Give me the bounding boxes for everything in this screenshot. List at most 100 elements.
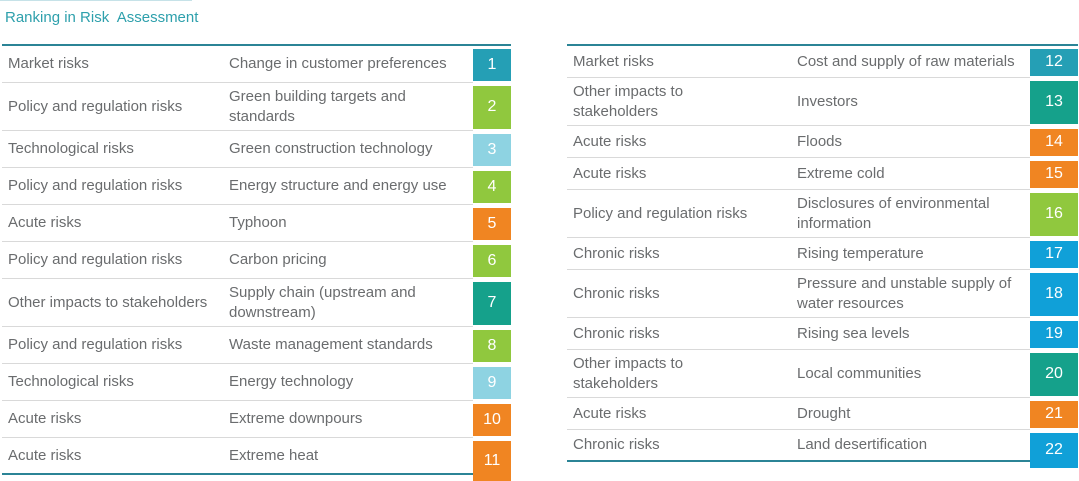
table-row: Chronic risks Land desertification 22 — [567, 430, 1078, 462]
rank-badge-cell: 5 — [473, 205, 511, 242]
table-row: Policy and regulation risks Waste manage… — [2, 327, 511, 364]
risk-category-cell: Acute risks — [2, 401, 227, 438]
rank-badge: 6 — [473, 245, 511, 277]
risk-name-cell: Typhoon — [227, 205, 473, 242]
risk-category-cell: Policy and regulation risks — [567, 190, 795, 238]
risk-name-cell: Investors — [795, 78, 1030, 126]
risk-name-cell: Land desertification — [795, 430, 1030, 462]
table-row: Chronic risks Pressure and unstable supp… — [567, 270, 1078, 318]
rank-badge: 12 — [1030, 49, 1078, 76]
risk-name-cell: Waste management standards — [227, 327, 473, 364]
rank-badge: 11 — [473, 441, 511, 481]
rank-badge: 7 — [473, 282, 511, 325]
risk-category-cell: Other impacts to stakeholders — [2, 279, 227, 327]
risk-name-cell: Drought — [795, 398, 1030, 430]
rank-badge: 4 — [473, 171, 511, 203]
table-row: Technological risks Green construction t… — [2, 131, 511, 168]
table-row: Other impacts to stakeholders Supply cha… — [2, 279, 511, 327]
risk-category-cell: Other impacts to stakeholders — [567, 78, 795, 126]
risk-name-cell: Cost and supply of raw materials — [795, 46, 1030, 78]
table-row: Market risks Change in customer preferen… — [2, 46, 511, 83]
table-row: Acute risks Extreme downpours 10 — [2, 401, 511, 438]
table-row: Acute risks Drought 21 — [567, 398, 1078, 430]
rank-badge: 18 — [1030, 273, 1078, 316]
rank-badge-cell: 6 — [473, 242, 511, 279]
risk-name-cell: Change in customer preferences — [227, 46, 473, 83]
rank-badge: 19 — [1030, 321, 1078, 348]
risk-name-cell: Energy technology — [227, 364, 473, 401]
risk-category-cell: Chronic risks — [567, 430, 795, 462]
rank-badge-cell: 16 — [1030, 190, 1078, 238]
risk-category-cell: Market risks — [567, 46, 795, 78]
rank-badge-cell: 8 — [473, 327, 511, 364]
risk-category-cell: Policy and regulation risks — [2, 168, 227, 205]
risk-name-cell: Disclosures of environmental information — [795, 190, 1030, 238]
rank-badge: 9 — [473, 367, 511, 399]
rank-badge-cell: 11 — [473, 438, 511, 475]
table-row: Acute risks Extreme cold 15 — [567, 158, 1078, 190]
risk-category-cell: Acute risks — [2, 438, 227, 475]
rank-badge: 20 — [1030, 353, 1078, 396]
risk-name-cell: Pressure and unstable supply of water re… — [795, 270, 1030, 318]
risk-category-cell: Acute risks — [2, 205, 227, 242]
risk-name-cell: Extreme heat — [227, 438, 473, 475]
risk-table-right: Market risks Cost and supply of raw mate… — [567, 44, 1078, 462]
rank-badge-cell: 10 — [473, 401, 511, 438]
rank-badge: 13 — [1030, 81, 1078, 124]
rank-badge: 21 — [1030, 401, 1078, 428]
table-row: Technological risks Energy technology 9 — [2, 364, 511, 401]
risk-category-cell: Technological risks — [2, 364, 227, 401]
risk-name-cell: Extreme downpours — [227, 401, 473, 438]
rank-badge-cell: 13 — [1030, 78, 1078, 126]
risk-category-cell: Market risks — [2, 46, 227, 83]
risk-category-cell: Acute risks — [567, 158, 795, 190]
table-row: Acute risks Floods 14 — [567, 126, 1078, 158]
risk-name-cell: Floods — [795, 126, 1030, 158]
rank-badge-cell: 14 — [1030, 126, 1078, 158]
rank-badge-cell: 4 — [473, 168, 511, 205]
risk-table-left: Market risks Change in customer preferen… — [2, 44, 511, 475]
risk-category-cell: Policy and regulation risks — [2, 327, 227, 364]
rank-badge-cell: 17 — [1030, 238, 1078, 270]
risk-name-cell: Local communities — [795, 350, 1030, 398]
rank-badge: 16 — [1030, 193, 1078, 236]
rank-badge-cell: 12 — [1030, 46, 1078, 78]
risk-category-cell: Acute risks — [567, 126, 795, 158]
rank-badge: 15 — [1030, 161, 1078, 188]
table-row: Policy and regulation risks Disclosures … — [567, 190, 1078, 238]
rank-badge: 1 — [473, 49, 511, 81]
rank-badge: 14 — [1030, 129, 1078, 156]
table-row: Other impacts to stakeholders Local comm… — [567, 350, 1078, 398]
screenshot-edge-artifact — [0, 0, 192, 1]
risk-name-cell: Green building targets and standards — [227, 83, 473, 131]
risk-name-cell: Extreme cold — [795, 158, 1030, 190]
table-row: Policy and regulation risks Energy struc… — [2, 168, 511, 205]
risk-name-cell: Supply chain (upstream and downstream) — [227, 279, 473, 327]
risk-category-cell: Chronic risks — [567, 318, 795, 350]
risk-name-cell: Green construction technology — [227, 131, 473, 168]
rank-badge-cell: 21 — [1030, 398, 1078, 430]
risk-category-cell: Acute risks — [567, 398, 795, 430]
table-row: Policy and regulation risks Carbon prici… — [2, 242, 511, 279]
risk-name-cell: Carbon pricing — [227, 242, 473, 279]
table-row: Acute risks Typhoon 5 — [2, 205, 511, 242]
rank-badge-cell: 9 — [473, 364, 511, 401]
risk-name-cell: Rising temperature — [795, 238, 1030, 270]
risk-category-cell: Policy and regulation risks — [2, 83, 227, 131]
risk-name-cell: Energy structure and energy use — [227, 168, 473, 205]
table-row: Chronic risks Rising sea levels 19 — [567, 318, 1078, 350]
table-row: Other impacts to stakeholders Investors … — [567, 78, 1078, 126]
rank-badge: 22 — [1030, 433, 1078, 469]
rank-badge-cell: 7 — [473, 279, 511, 327]
rank-badge: 10 — [473, 404, 511, 436]
risk-category-cell: Policy and regulation risks — [2, 242, 227, 279]
page-title: Ranking in Risk Assessment — [5, 9, 198, 27]
rank-badge-cell: 18 — [1030, 270, 1078, 318]
risk-name-cell: Rising sea levels — [795, 318, 1030, 350]
rank-badge-cell: 22 — [1030, 430, 1078, 462]
rank-badge-cell: 15 — [1030, 158, 1078, 190]
rank-badge-cell: 3 — [473, 131, 511, 168]
table-row: Market risks Cost and supply of raw mate… — [567, 46, 1078, 78]
rank-badge: 5 — [473, 208, 511, 240]
rank-badge: 2 — [473, 86, 511, 129]
